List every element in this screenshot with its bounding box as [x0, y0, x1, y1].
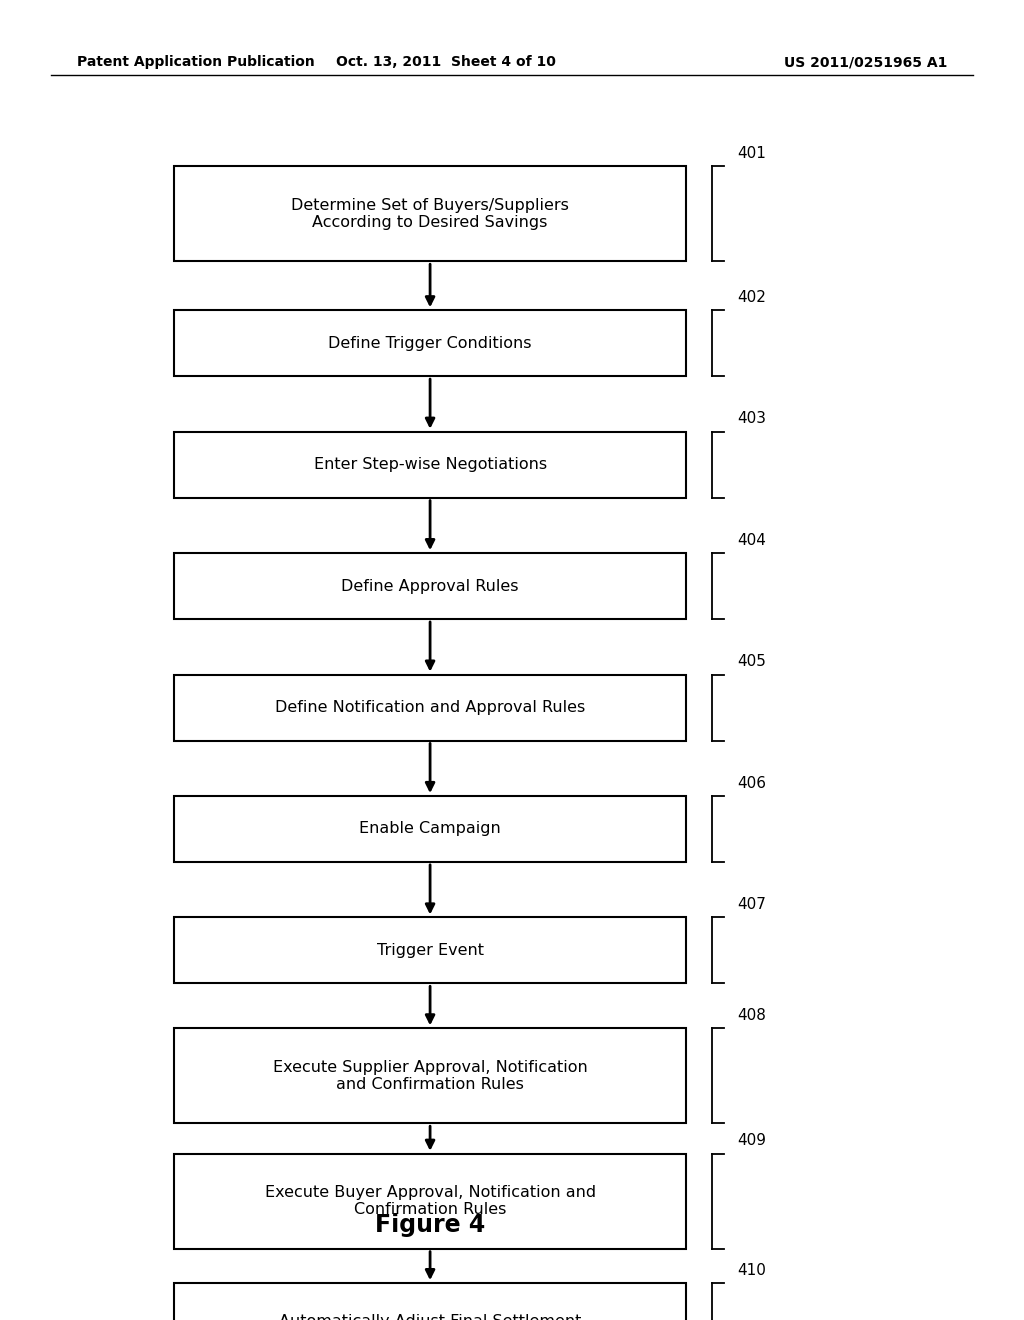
Text: 404: 404 — [737, 533, 766, 548]
FancyBboxPatch shape — [174, 166, 686, 261]
Text: Execute Buyer Approval, Notification and
Confirmation Rules: Execute Buyer Approval, Notification and… — [264, 1185, 596, 1217]
Text: Automatically Adjust Final Settlement
Date and Amount: Automatically Adjust Final Settlement Da… — [279, 1315, 582, 1320]
Text: Enter Step-wise Negotiations: Enter Step-wise Negotiations — [313, 457, 547, 473]
Text: Trigger Event: Trigger Event — [377, 942, 483, 958]
Text: Figure 4: Figure 4 — [375, 1213, 485, 1237]
FancyBboxPatch shape — [174, 1028, 686, 1123]
Text: 407: 407 — [737, 898, 766, 912]
Text: Oct. 13, 2011  Sheet 4 of 10: Oct. 13, 2011 Sheet 4 of 10 — [336, 55, 555, 69]
FancyBboxPatch shape — [174, 1154, 686, 1249]
Text: 401: 401 — [737, 147, 766, 161]
FancyBboxPatch shape — [174, 796, 686, 862]
FancyBboxPatch shape — [174, 432, 686, 498]
Text: 408: 408 — [737, 1008, 766, 1023]
Text: 406: 406 — [737, 776, 766, 791]
Text: Enable Campaign: Enable Campaign — [359, 821, 501, 837]
FancyBboxPatch shape — [174, 1283, 686, 1320]
Text: 405: 405 — [737, 655, 766, 669]
FancyBboxPatch shape — [174, 675, 686, 741]
Text: Define Notification and Approval Rules: Define Notification and Approval Rules — [275, 700, 585, 715]
FancyBboxPatch shape — [174, 917, 686, 983]
FancyBboxPatch shape — [174, 310, 686, 376]
Text: 410: 410 — [737, 1263, 766, 1278]
Text: 403: 403 — [737, 412, 766, 426]
Text: US 2011/0251965 A1: US 2011/0251965 A1 — [783, 55, 947, 69]
Text: 402: 402 — [737, 290, 766, 305]
Text: Define Approval Rules: Define Approval Rules — [341, 578, 519, 594]
Text: Patent Application Publication: Patent Application Publication — [77, 55, 314, 69]
Text: Define Trigger Conditions: Define Trigger Conditions — [329, 335, 531, 351]
FancyBboxPatch shape — [174, 553, 686, 619]
Text: Determine Set of Buyers/Suppliers
According to Desired Savings: Determine Set of Buyers/Suppliers Accord… — [291, 198, 569, 230]
Text: Execute Supplier Approval, Notification
and Confirmation Rules: Execute Supplier Approval, Notification … — [272, 1060, 588, 1092]
Text: 409: 409 — [737, 1134, 766, 1148]
